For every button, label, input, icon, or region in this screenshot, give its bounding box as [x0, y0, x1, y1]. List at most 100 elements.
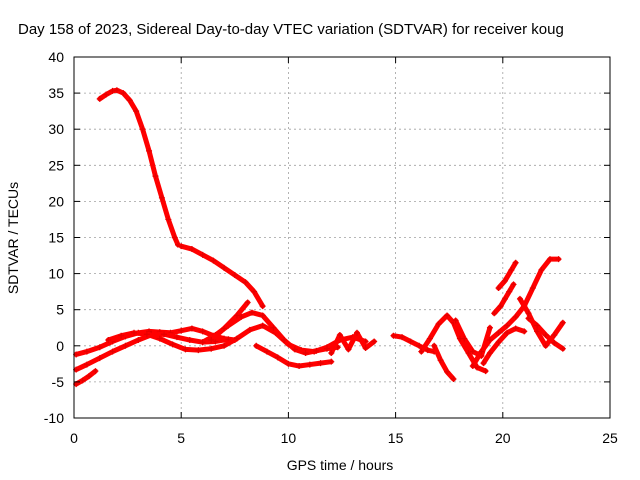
x-tick-label: 15 [388, 430, 404, 446]
data-point [508, 266, 515, 273]
y-axis-title: SDTVAR / TECUs [5, 182, 21, 294]
series-arc-20 [525, 315, 566, 352]
data-point [486, 324, 493, 331]
data-point [199, 251, 206, 258]
data-point [233, 312, 240, 319]
x-tick-label: 5 [177, 430, 185, 446]
data-point [424, 347, 431, 354]
series-arc-16 [480, 325, 528, 367]
data-point [555, 256, 562, 263]
data-point [486, 337, 493, 344]
data-point [231, 272, 238, 279]
data-point [437, 357, 444, 364]
data-point [495, 285, 502, 292]
data-point [105, 337, 112, 344]
axis-ticks: 0 5 10 15 20 25 -10 -5 0 5 10 15 20 25 30 35 40 [44, 49, 618, 446]
data-point [390, 332, 397, 339]
data-point [246, 326, 253, 333]
data-point [495, 329, 502, 336]
series-trace [517, 296, 566, 349]
data-point [542, 342, 549, 349]
series-arc-13 [431, 342, 457, 383]
data-point [238, 313, 245, 320]
data-point [120, 90, 127, 97]
data-point [452, 317, 459, 324]
data-point [178, 327, 185, 334]
series-arc-10 [328, 329, 378, 357]
y-tick-label: 30 [48, 121, 64, 137]
data-point [83, 361, 90, 368]
x-tick-label: 20 [495, 430, 511, 446]
data-point [551, 331, 558, 338]
data-point [165, 216, 172, 223]
data-point [79, 377, 86, 384]
y-tick-label: 5 [56, 302, 64, 318]
data-point [171, 234, 178, 241]
data-point [461, 335, 468, 342]
data-point [538, 266, 545, 273]
data-point [233, 335, 240, 342]
data-series [73, 87, 566, 388]
data-point [169, 341, 176, 348]
data-point [195, 347, 202, 354]
data-point [491, 310, 498, 317]
data-point [501, 277, 508, 284]
data-point [259, 312, 266, 319]
series-trace [208, 299, 251, 343]
data-point [525, 315, 532, 322]
data-point [291, 346, 298, 353]
data-point [431, 342, 438, 349]
data-point [296, 363, 303, 370]
data-point [221, 264, 228, 271]
data-point [546, 256, 553, 263]
data-point [96, 355, 103, 362]
data-point [188, 325, 195, 332]
data-point [510, 281, 517, 288]
series-arc-2 [178, 243, 266, 310]
y-tick-label: 40 [48, 49, 64, 65]
series-arc-17 [491, 281, 517, 317]
data-point [512, 259, 519, 266]
data-point [274, 354, 281, 361]
data-point [506, 288, 513, 295]
data-point [208, 337, 215, 344]
data-point [512, 313, 519, 320]
data-point [559, 319, 566, 326]
data-point [259, 303, 266, 310]
data-point [113, 87, 120, 94]
data-point [317, 360, 324, 367]
data-point [416, 342, 423, 349]
y-tick-label: -10 [44, 410, 64, 426]
y-tick-label: 10 [48, 266, 64, 282]
series-arc-9 [253, 342, 335, 370]
data-point [504, 329, 511, 336]
data-point [109, 348, 116, 355]
data-point [146, 147, 153, 154]
data-point [302, 350, 309, 357]
series-trace [97, 87, 181, 248]
data-point [92, 368, 99, 375]
series-trace [328, 330, 377, 356]
series-arc-8 [208, 299, 251, 344]
data-point [178, 243, 185, 250]
data-point [497, 303, 504, 310]
data-point [135, 337, 142, 344]
series-trace [496, 260, 519, 291]
data-point [529, 285, 536, 292]
data-point [501, 295, 508, 302]
data-point [208, 345, 215, 352]
data-point [328, 358, 335, 365]
data-point [126, 97, 133, 104]
data-point [86, 373, 93, 380]
x-tick-label: 0 [70, 430, 78, 446]
data-point [139, 126, 146, 133]
data-point [551, 339, 558, 346]
data-point [281, 337, 288, 344]
data-point [371, 338, 378, 345]
x-tick-label: 10 [281, 430, 297, 446]
data-point [173, 334, 180, 341]
data-point [244, 299, 251, 306]
y-tick-label: 35 [48, 85, 64, 101]
data-point [480, 360, 487, 367]
y-tick-label: 15 [48, 230, 64, 246]
